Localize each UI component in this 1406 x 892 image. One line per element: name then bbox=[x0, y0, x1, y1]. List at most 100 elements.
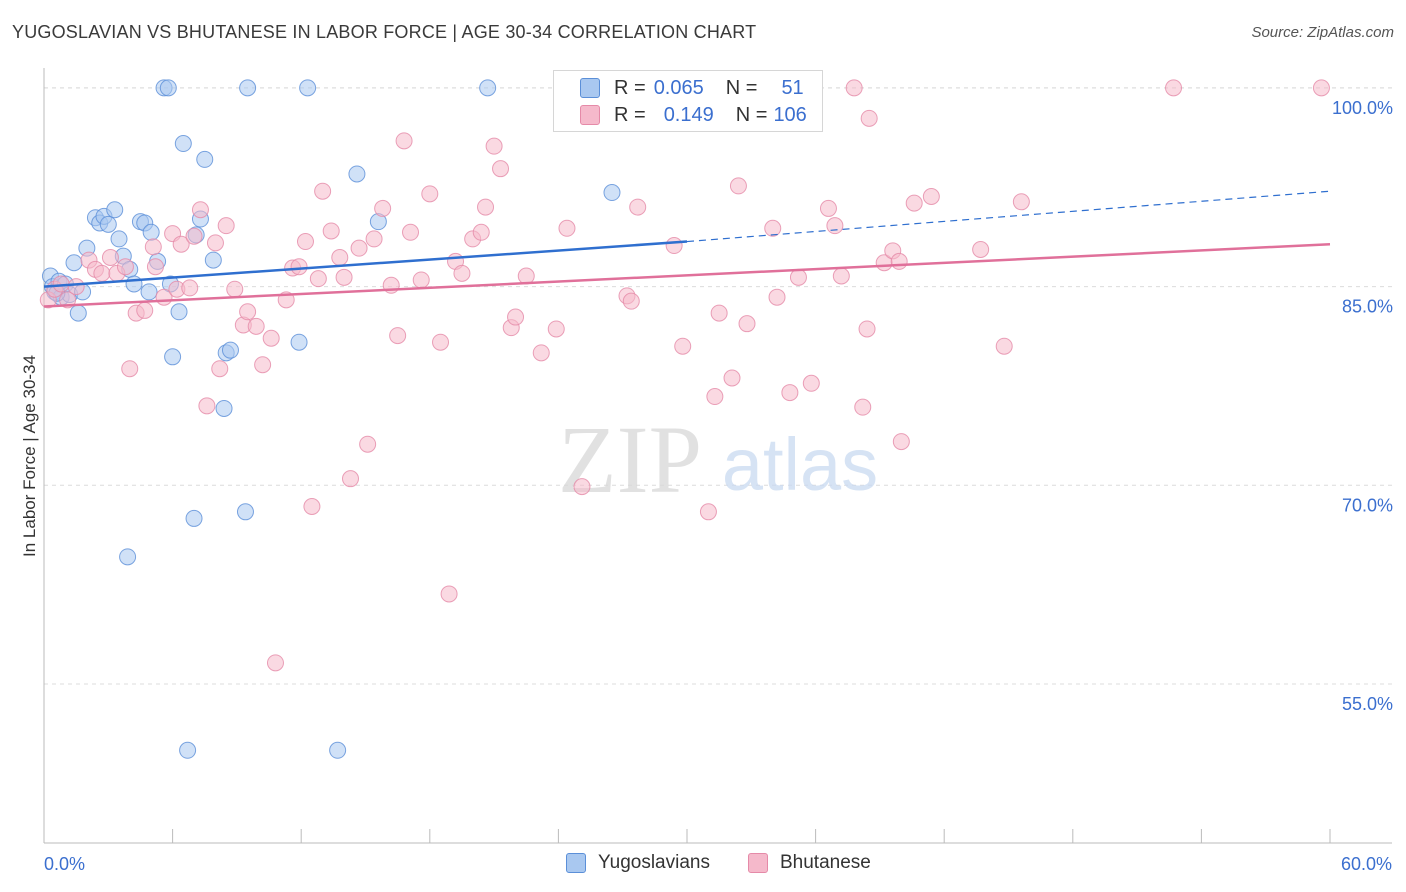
r-value-bhutanese: 0.149 bbox=[663, 103, 714, 126]
data-point-bhutanese bbox=[217, 217, 235, 235]
data-point-bhutanese bbox=[254, 356, 272, 374]
data-point-bhutanese bbox=[440, 585, 458, 603]
x-tick-label: 60.0% bbox=[1341, 854, 1392, 874]
source-attribution: Source: ZipAtlas.com bbox=[1251, 24, 1394, 41]
data-point-yugoslavians bbox=[69, 304, 87, 322]
data-point-bhutanese bbox=[764, 219, 782, 237]
data-point-yugoslavians bbox=[329, 741, 347, 759]
data-point-bhutanese bbox=[116, 258, 134, 276]
data-point-yugoslavians bbox=[142, 223, 160, 241]
r-label: R = bbox=[614, 76, 646, 99]
stats-row-bhutanese: R = 0.149 N = 106 bbox=[580, 102, 807, 128]
data-point-bhutanese bbox=[239, 303, 257, 321]
data-point-bhutanese bbox=[832, 267, 850, 285]
y-axis-title: In Labor Force | Age 30-34 bbox=[20, 355, 39, 557]
data-point-bhutanese bbox=[67, 278, 85, 296]
data-point-yugoslavians bbox=[170, 303, 188, 321]
data-point-yugoslavians bbox=[236, 503, 254, 521]
data-point-yugoslavians bbox=[348, 165, 366, 183]
data-point-yugoslavians bbox=[196, 150, 214, 168]
data-point-yugoslavians bbox=[125, 275, 143, 293]
n-value-yugoslavians: 51 bbox=[781, 76, 804, 99]
data-point-bhutanese bbox=[738, 315, 756, 333]
data-point-bhutanese bbox=[507, 308, 525, 326]
data-point-bhutanese bbox=[768, 288, 786, 306]
data-point-yugoslavians bbox=[140, 283, 158, 301]
legend-label-yugoslavians: Yugoslavians bbox=[598, 852, 710, 873]
data-point-bhutanese bbox=[453, 264, 471, 282]
watermark: ZIP atlas bbox=[558, 406, 878, 513]
y-tick-label: 70.0% bbox=[1342, 495, 1393, 515]
data-point-bhutanese bbox=[303, 498, 321, 516]
data-point-bhutanese bbox=[359, 435, 377, 453]
data-point-bhutanese bbox=[266, 654, 284, 672]
series-legend: Yugoslavians Bhutanese bbox=[0, 852, 1406, 876]
data-point-yugoslavians bbox=[119, 548, 137, 566]
data-point-bhutanese bbox=[206, 234, 224, 252]
data-point-yugoslavians bbox=[215, 399, 233, 417]
data-point-bhutanese bbox=[622, 292, 640, 310]
data-point-yugoslavians bbox=[239, 79, 257, 97]
tick-labels: 100.0% 85.0% 70.0% 55.0% 0.0% 60.0% bbox=[44, 98, 1393, 874]
bhutanese-swatch bbox=[580, 105, 600, 125]
data-point-bhutanese bbox=[892, 433, 910, 451]
data-point-bhutanese bbox=[1012, 193, 1030, 211]
data-point-bhutanese bbox=[211, 360, 229, 378]
data-point-bhutanese bbox=[477, 198, 495, 216]
data-point-bhutanese bbox=[860, 109, 878, 127]
data-point-bhutanese bbox=[890, 252, 908, 270]
data-point-bhutanese bbox=[905, 194, 923, 212]
x-tick-label: 0.0% bbox=[44, 854, 85, 874]
trend-line-yugoslavians bbox=[43, 240, 688, 288]
watermark-zip: ZIP bbox=[558, 406, 702, 513]
data-point-bhutanese bbox=[290, 258, 308, 276]
y-tick-label: 55.0% bbox=[1342, 694, 1393, 714]
chart-title: YUGOSLAVIAN VS BHUTANESE IN LABOR FORCE … bbox=[12, 22, 757, 42]
n-label: N = bbox=[735, 103, 768, 126]
data-point-bhutanese bbox=[972, 240, 990, 258]
data-point-bhutanese bbox=[532, 344, 550, 362]
legend-item-bhutanese[interactable]: Bhutanese bbox=[748, 852, 871, 874]
data-point-bhutanese bbox=[1165, 79, 1183, 97]
data-point-yugoslavians bbox=[65, 254, 83, 272]
data-point-bhutanese bbox=[710, 304, 728, 322]
data-point-bhutanese bbox=[402, 223, 420, 241]
data-point-yugoslavians bbox=[99, 215, 117, 233]
data-point-bhutanese bbox=[226, 280, 244, 298]
data-point-bhutanese bbox=[922, 188, 940, 206]
data-point-bhutanese bbox=[421, 185, 439, 203]
data-point-bhutanese bbox=[674, 337, 692, 355]
data-point-bhutanese bbox=[485, 137, 503, 155]
n-value-bhutanese: 106 bbox=[773, 103, 807, 126]
series-bhutanese bbox=[39, 79, 1330, 672]
data-point-bhutanese bbox=[729, 177, 747, 195]
data-point-bhutanese bbox=[781, 384, 799, 402]
data-point-bhutanese bbox=[858, 320, 876, 338]
data-point-yugoslavians bbox=[603, 184, 621, 202]
watermark-atlas: atlas bbox=[722, 423, 878, 506]
data-point-yugoslavians bbox=[221, 341, 239, 359]
legend-label-bhutanese: Bhutanese bbox=[780, 852, 871, 873]
data-point-bhutanese bbox=[198, 397, 216, 415]
data-point-yugoslavians bbox=[185, 509, 203, 527]
data-point-bhutanese bbox=[995, 337, 1013, 355]
data-point-bhutanese bbox=[845, 79, 863, 97]
data-point-bhutanese bbox=[191, 201, 209, 219]
data-point-bhutanese bbox=[144, 238, 162, 256]
legend-item-yugoslavians[interactable]: Yugoslavians bbox=[566, 852, 710, 874]
data-point-bhutanese bbox=[296, 233, 314, 251]
data-point-bhutanese bbox=[389, 327, 407, 345]
data-point-bhutanese bbox=[492, 160, 510, 178]
data-point-bhutanese bbox=[331, 248, 349, 266]
data-point-bhutanese bbox=[412, 271, 430, 289]
data-point-bhutanese bbox=[322, 222, 340, 240]
r-value-yugoslavians: 0.065 bbox=[653, 76, 704, 99]
data-point-bhutanese bbox=[854, 398, 872, 416]
data-point-bhutanese bbox=[789, 268, 807, 286]
data-point-bhutanese bbox=[314, 182, 332, 200]
data-point-bhutanese bbox=[558, 219, 576, 237]
data-point-bhutanese bbox=[136, 301, 154, 319]
yugoslavians-swatch bbox=[580, 78, 600, 98]
data-point-yugoslavians bbox=[174, 135, 192, 153]
data-point-bhutanese bbox=[826, 217, 844, 235]
